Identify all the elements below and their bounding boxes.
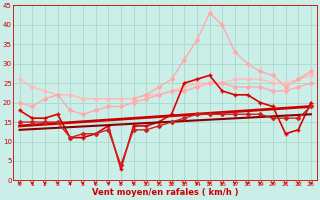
X-axis label: Vent moyen/en rafales ( km/h ): Vent moyen/en rafales ( km/h ) (92, 188, 238, 197)
